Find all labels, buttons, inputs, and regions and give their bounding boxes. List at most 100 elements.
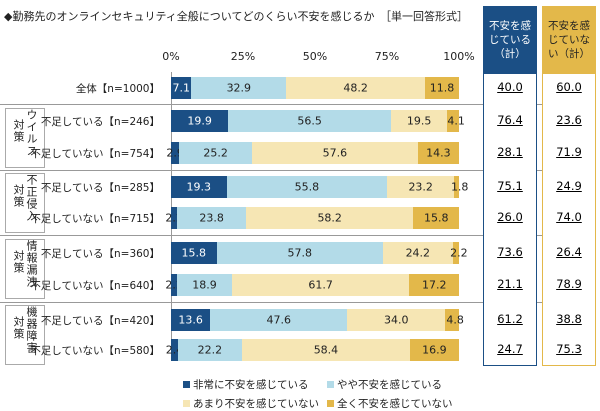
bar-segment-1 (171, 77, 192, 99)
bar-segment-3 (231, 274, 410, 296)
bar-segment-4 (445, 309, 459, 331)
bar-segment-3 (391, 110, 448, 132)
bar-value-label: 23.8 (199, 211, 224, 225)
group-label-box: ウイルス 対策 (5, 108, 45, 168)
bar-value-label: 48.2 (343, 81, 368, 95)
group-label-box: 不正侵入 対策 (5, 173, 45, 233)
legend-item-not-much: あまり不安を感じていない (183, 396, 319, 411)
bar-segment-2 (226, 176, 388, 198)
bar-segment-2 (228, 110, 392, 132)
bar-segment-1 (171, 242, 217, 264)
bar-segment-4 (417, 142, 459, 164)
row-label: 全体【n=1000】 (75, 83, 160, 95)
total-anxious-value: 75.1 (497, 179, 523, 193)
total-anxious-value: 26.0 (497, 210, 523, 224)
total-not-anxious-value: 78.9 (556, 277, 582, 291)
group-divider (0, 302, 483, 303)
total-not-anxious-value: 71.9 (556, 145, 582, 159)
bar-value-label: 55.8 (294, 180, 320, 194)
bar-segment-4 (454, 176, 460, 198)
total-not-anxious-value: 74.0 (556, 210, 582, 224)
bar-value-label: 57.6 (322, 146, 348, 160)
group-label-main: ウイルス (25, 109, 38, 157)
row-label: 不足していない【n=754】 (30, 148, 160, 160)
bar-segment-3 (387, 176, 455, 198)
bar-segment-2 (210, 309, 348, 331)
bar-value-label: 17.2 (421, 278, 447, 292)
tick-label: 50% (302, 50, 328, 63)
row-label: 不足している【n=360】 (40, 248, 160, 260)
tick-label: 75% (374, 50, 400, 63)
legend-item-very: 非常に不安を感じている (183, 377, 309, 392)
bar-segment-4 (452, 242, 459, 264)
row-label: 不足している【n=285】 (40, 182, 160, 194)
group-label-sub: 対策 (12, 250, 25, 274)
bar-value-label: 34.0 (383, 313, 409, 327)
group-label-sub: 対策 (12, 119, 25, 143)
row-label: 不足している【n=246】 (40, 116, 160, 128)
bar-segment-4 (425, 77, 459, 99)
total-anxious-value: 73.6 (497, 245, 523, 259)
bar-segment-3 (347, 309, 446, 331)
tick-label: 0% (162, 50, 180, 63)
bar-value-label: 58.4 (313, 343, 339, 357)
bar-value-label: 15.8 (423, 211, 449, 225)
bar-segment-2 (177, 274, 232, 296)
group-divider (0, 235, 483, 236)
bar-segment-3 (241, 339, 411, 361)
total-not-anxious-header: 不安を感じていない（計） (542, 6, 596, 74)
legend-item-somewhat: やや不安を感じている (327, 377, 442, 392)
total-not-anxious-value: 60.0 (556, 80, 582, 94)
bar-segment-1 (171, 142, 180, 164)
total-not-anxious-value: 23.6 (556, 113, 582, 127)
bar-value-label: 47.6 (266, 313, 291, 327)
group-label-box: 情報漏洩 対策 (5, 239, 45, 299)
bar-value-label: 2.2 (450, 246, 468, 260)
group-label-box: 機器障害 対策 (5, 305, 45, 365)
bar-value-label: 4.8 (446, 313, 464, 327)
bar-value-label: 19.3 (186, 180, 212, 194)
bar-segment-3 (251, 142, 418, 164)
group-label-main: 不正侵入 (25, 174, 38, 222)
total-not-anxious-value: 38.8 (556, 312, 582, 326)
row-label: 不足していない【n=580】 (30, 345, 160, 357)
bar-segment-4 (413, 207, 459, 229)
total-not-anxious-column (542, 74, 596, 366)
bar-segment-1 (171, 176, 227, 198)
row-label: 不足していない【n=640】 (30, 280, 160, 292)
bar-segment-1 (171, 110, 229, 132)
bar-value-label: 58.2 (317, 211, 342, 225)
group-divider (0, 104, 483, 105)
total-anxious-value: 61.2 (497, 312, 523, 326)
bar-segment-3 (286, 77, 425, 99)
bar-value-label: 61.7 (308, 278, 333, 292)
group-divider (537, 104, 542, 105)
bar-segment-2 (191, 77, 287, 99)
bar-segment-2 (216, 242, 383, 264)
chart-title: ◆勤務先のオンラインセキュリティ全般についてどのくらい不安を感じるか ［単一回答… (4, 10, 468, 23)
bar-value-label: 15.8 (181, 246, 207, 260)
total-not-anxious-value: 24.9 (556, 179, 582, 193)
bar-value-label: 57.8 (287, 246, 312, 260)
bar-value-label: 23.2 (408, 180, 433, 194)
group-divider (537, 235, 542, 236)
total-anxious-value: 28.1 (497, 145, 523, 159)
bar-value-label: 1.8 (450, 180, 469, 194)
bar-segment-4 (410, 339, 459, 361)
bar-value-label: 19.9 (187, 114, 212, 128)
legend-item-not-at-all: 全く不安を感じていない (327, 396, 453, 411)
row-label: 不足している【n=420】 (40, 315, 160, 327)
group-label-sub: 対策 (12, 184, 25, 208)
group-label-main: 情報漏洩 (25, 240, 38, 288)
group-label-main: 機器障害 (25, 306, 38, 354)
total-anxious-value: 40.0 (497, 80, 523, 94)
total-anxious-value: 24.7 (497, 342, 523, 356)
tick-label: 100% (443, 50, 475, 63)
bar-value-label: 13.6 (178, 313, 203, 327)
bar-segment-3 (245, 207, 414, 229)
bar-value-label: 32.9 (226, 81, 252, 95)
group-divider (0, 170, 483, 171)
bar-segment-1 (171, 274, 178, 296)
bar-value-label: 24.2 (405, 246, 431, 260)
